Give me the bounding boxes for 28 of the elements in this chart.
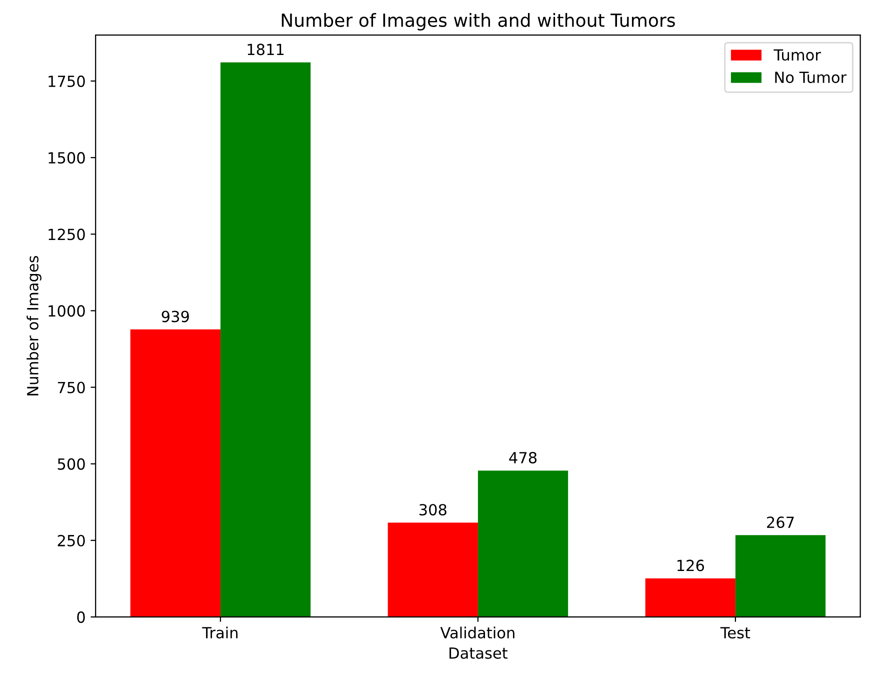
- y-tick-label: 1750: [48, 76, 85, 88]
- x-axis-title: Dataset: [450, 647, 508, 659]
- legend-label: Tumor: [774, 49, 821, 61]
- data-label: 478: [509, 452, 537, 464]
- bar: [220, 62, 311, 617]
- data-label: 126: [677, 560, 704, 572]
- bar: [735, 535, 826, 617]
- chart-title: Number of Images with and without Tumors: [282, 13, 675, 31]
- bar: [130, 329, 220, 617]
- y-tick-label: 1500: [48, 152, 85, 164]
- y-tick-label: 750: [58, 382, 85, 394]
- y-tick-label: 1250: [48, 228, 85, 240]
- y-tick-label: 250: [58, 534, 85, 546]
- bar: [645, 578, 736, 617]
- y-axis-title: Number of Images: [26, 256, 42, 396]
- x-tick-label: Test: [720, 627, 750, 638]
- legend-label: No Tumor: [775, 72, 847, 84]
- data-label: 308: [419, 504, 446, 516]
- data-label: 1811: [248, 44, 284, 56]
- bar: [388, 522, 478, 617]
- y-tick-label: 1000: [48, 305, 85, 317]
- x-tick-label: Validation: [440, 626, 514, 638]
- y-tick-label: 0: [77, 611, 85, 623]
- data-label: 939: [162, 310, 189, 322]
- x-tick-label: Train: [202, 626, 238, 638]
- y-tick-label: 500: [58, 458, 85, 470]
- bar: [478, 470, 568, 617]
- data-label: 267: [767, 516, 794, 528]
